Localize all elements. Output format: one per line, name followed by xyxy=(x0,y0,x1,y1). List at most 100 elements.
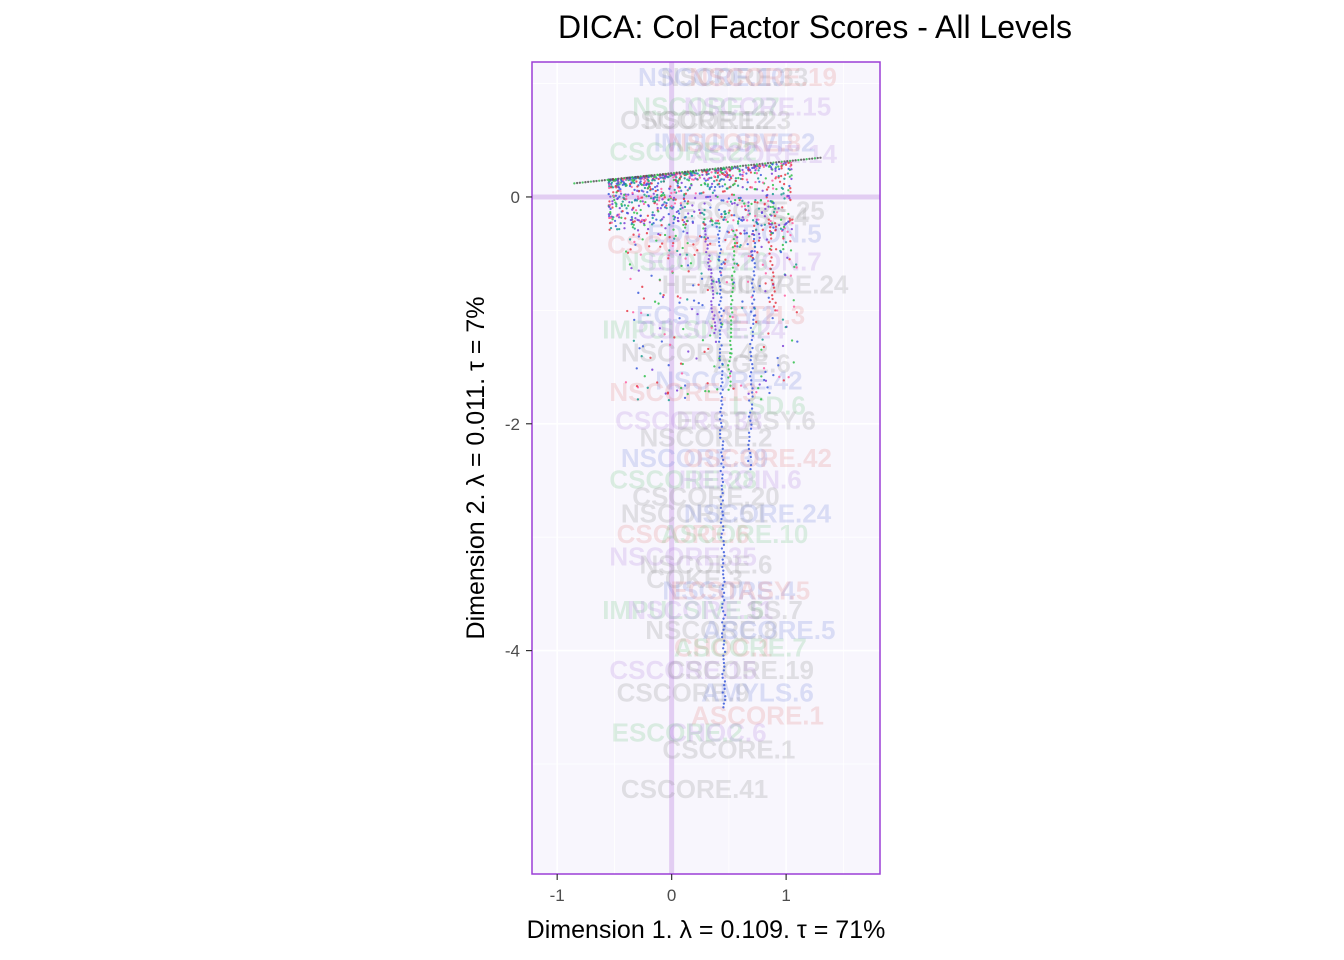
data-point xyxy=(753,262,756,265)
data-point xyxy=(679,207,682,211)
data-point xyxy=(733,245,737,248)
data-point xyxy=(638,233,641,236)
data-point xyxy=(603,179,606,182)
data-point xyxy=(727,368,730,371)
data-point xyxy=(744,208,748,212)
data-point xyxy=(692,243,695,246)
data-point xyxy=(761,162,764,165)
data-point xyxy=(717,167,720,170)
data-point xyxy=(658,196,661,199)
data-point xyxy=(753,241,757,245)
data-point xyxy=(788,197,791,200)
point-label: NSCORE.33 xyxy=(661,62,808,92)
data-point xyxy=(607,213,611,216)
data-point xyxy=(719,392,722,395)
data-point xyxy=(632,223,635,227)
data-point xyxy=(751,334,754,338)
data-point xyxy=(741,306,744,310)
data-point xyxy=(694,192,697,195)
data-point xyxy=(637,291,640,294)
data-point xyxy=(737,264,740,267)
data-point xyxy=(716,183,719,186)
data-point xyxy=(788,217,791,220)
data-point xyxy=(813,157,817,160)
data-point xyxy=(783,160,786,163)
data-point xyxy=(681,206,684,209)
data-point xyxy=(774,229,777,232)
data-point xyxy=(783,197,786,200)
data-point xyxy=(647,194,651,198)
data-point xyxy=(704,389,707,393)
data-point xyxy=(748,399,751,402)
data-point xyxy=(747,166,750,169)
chart-title: DICA: Col Factor Scores - All Levels xyxy=(558,9,1072,45)
data-point xyxy=(722,261,725,264)
data-point xyxy=(651,368,654,371)
data-point xyxy=(790,177,793,181)
data-point xyxy=(747,254,750,258)
data-point xyxy=(758,284,761,288)
data-point xyxy=(637,189,641,193)
data-point xyxy=(606,178,609,182)
data-point xyxy=(630,201,634,204)
data-point xyxy=(767,165,771,168)
point-label: NSCORE.8 xyxy=(645,615,778,645)
data-point xyxy=(791,218,794,221)
data-point xyxy=(717,340,721,343)
data-point xyxy=(691,220,694,223)
data-point xyxy=(675,210,678,214)
data-point xyxy=(811,157,814,160)
data-point xyxy=(710,282,713,285)
data-point xyxy=(773,222,777,225)
data-point xyxy=(758,383,761,386)
data-point xyxy=(609,226,613,230)
data-point xyxy=(753,274,756,277)
data-point xyxy=(695,357,698,360)
data-point xyxy=(764,207,767,211)
data-point xyxy=(581,181,584,184)
data-point xyxy=(683,384,687,387)
data-point xyxy=(737,217,741,220)
data-point xyxy=(771,183,775,187)
data-point xyxy=(683,220,686,224)
data-point xyxy=(719,469,722,473)
data-point xyxy=(609,207,612,211)
data-point xyxy=(615,205,618,208)
data-point xyxy=(665,206,668,210)
data-point xyxy=(648,245,651,248)
data-point xyxy=(758,236,761,239)
data-point xyxy=(779,250,783,254)
data-point xyxy=(668,343,672,346)
data-point xyxy=(688,175,691,178)
data-point xyxy=(653,185,657,189)
data-point xyxy=(727,211,730,214)
data-point xyxy=(754,188,757,191)
data-point xyxy=(710,300,713,303)
point-label: CSCORE.22 xyxy=(609,137,756,167)
data-point xyxy=(750,163,753,167)
data-point xyxy=(617,216,621,219)
data-point xyxy=(728,209,731,212)
data-point xyxy=(754,199,757,202)
data-point xyxy=(722,466,725,469)
data-point xyxy=(689,170,692,173)
data-point xyxy=(771,192,775,196)
data-point xyxy=(764,370,767,374)
data-point xyxy=(712,317,715,321)
data-point xyxy=(690,308,694,311)
data-point xyxy=(720,296,723,299)
point-label: NSCORE.15 xyxy=(684,91,831,121)
point-label: ECSTASY.6 xyxy=(676,405,816,435)
data-point xyxy=(616,197,619,201)
data-point xyxy=(795,263,798,266)
data-point xyxy=(619,188,622,191)
data-point xyxy=(720,325,723,329)
data-point xyxy=(692,169,695,173)
data-point xyxy=(653,300,657,303)
data-point xyxy=(749,371,753,374)
data-point xyxy=(653,214,656,217)
data-point xyxy=(718,229,721,233)
data-point xyxy=(780,160,783,163)
data-point xyxy=(795,311,798,314)
